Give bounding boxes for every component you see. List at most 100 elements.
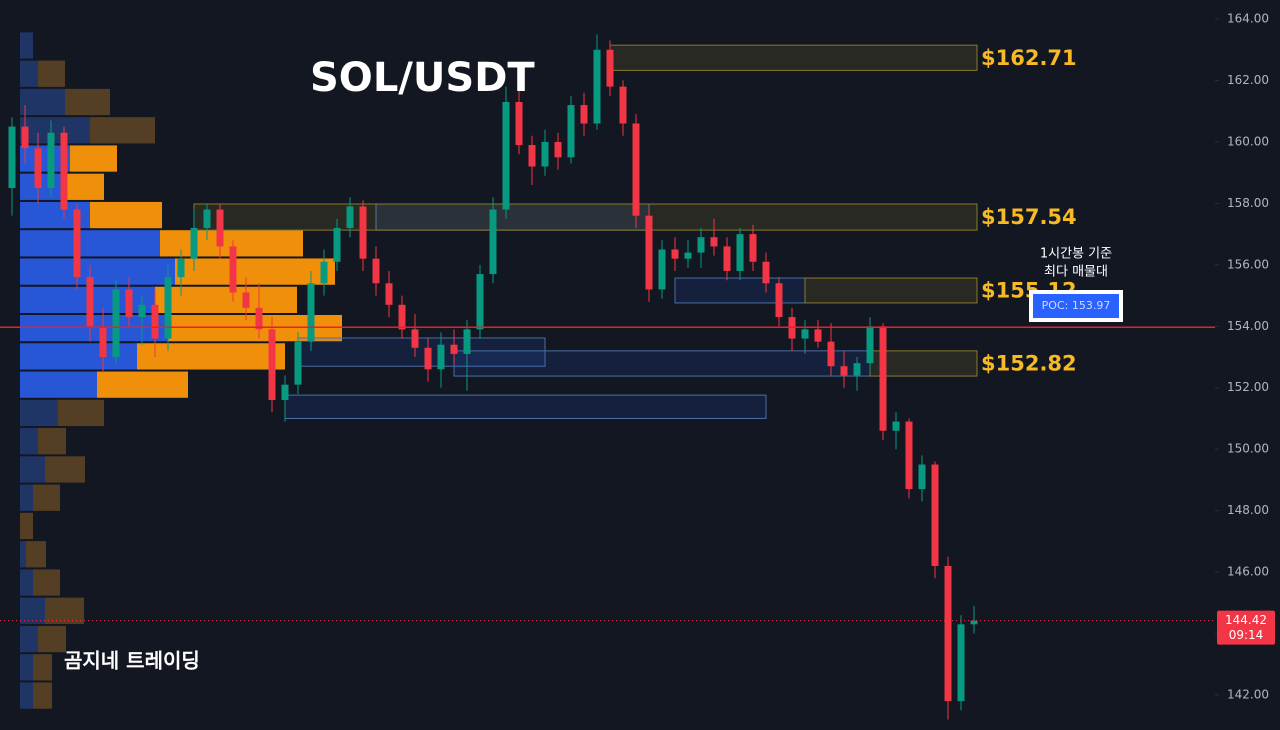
candle-body [411, 329, 419, 348]
candle-body [190, 227, 198, 259]
candle-body [164, 277, 172, 339]
candle-body [112, 289, 120, 358]
candle-body [697, 237, 705, 253]
y-tick-label: 160.00 [1227, 134, 1269, 148]
profile-buy [20, 484, 33, 511]
candle-body [918, 464, 926, 490]
y-tick-label: 162.00 [1227, 73, 1269, 87]
candle-body [515, 102, 523, 146]
profile-sell [33, 654, 52, 681]
poc-label: POC: 153.97 [1042, 299, 1111, 312]
y-tick-label: 164.00 [1227, 12, 1269, 26]
candle-body [684, 252, 692, 259]
candle-body [60, 132, 68, 210]
y-tick-label: 146.00 [1227, 565, 1269, 579]
candle-body [957, 624, 965, 702]
profile-sell [20, 512, 33, 540]
candle-body [814, 329, 822, 342]
watermark: 곰지네 트레이딩 [64, 649, 200, 673]
annotation: 최다 매물대 [1044, 265, 1108, 280]
candle-body [346, 206, 354, 228]
profile-sell [33, 569, 60, 596]
candle-body [138, 304, 146, 318]
y-tick-label: 158.00 [1227, 196, 1269, 210]
candle-body [632, 123, 640, 216]
profile-buy [20, 654, 33, 681]
blue-zone [284, 394, 767, 419]
profile-buy [20, 32, 33, 59]
candle-body [372, 258, 380, 284]
candle-body [268, 329, 276, 401]
candle-body [229, 246, 237, 293]
y-tick-label: 142.00 [1227, 687, 1269, 701]
candle-body [541, 141, 549, 167]
profile-sell [137, 343, 285, 370]
blue-zone [375, 203, 650, 231]
candle-body [645, 215, 653, 290]
poc-box [1033, 294, 1119, 318]
profile-buy [20, 173, 65, 200]
y-tick-label: 148.00 [1227, 503, 1269, 517]
profile-buy [20, 541, 26, 568]
candle-body [385, 283, 393, 305]
profile-sell [155, 286, 297, 313]
y-tick-label: 154.00 [1227, 319, 1269, 333]
profile-buy [20, 230, 160, 257]
zone-label: $157.54 [981, 205, 1077, 229]
candle-body [216, 209, 224, 247]
profile-buy [20, 625, 38, 653]
chart-title: SOL/USDT [310, 55, 535, 101]
candle-body [944, 565, 952, 702]
candle-body [450, 344, 458, 354]
candle-body [619, 86, 627, 124]
last-price-box [1217, 610, 1275, 645]
candle-body [567, 105, 575, 158]
profile-sell [65, 88, 110, 116]
candle-body [866, 326, 874, 364]
profile-buy [20, 117, 90, 144]
candle-body [281, 384, 289, 401]
profile-sell [38, 625, 66, 653]
candle-body [99, 326, 107, 358]
profile-sell [45, 597, 84, 624]
candle-body [47, 132, 55, 189]
supply-zone [609, 44, 978, 71]
candle-body [736, 234, 744, 271]
profile-sell [38, 60, 65, 87]
zone-label: $152.82 [981, 351, 1077, 375]
blue-zone [453, 350, 871, 377]
profile-buy [20, 258, 175, 285]
candle-body [827, 341, 835, 367]
candle-body [606, 49, 614, 87]
candle-body [970, 620, 978, 625]
profile-buy [20, 456, 45, 483]
profile-buy [20, 314, 168, 342]
candle-body [307, 283, 315, 342]
annotation: 1시간봉 기준 [1040, 247, 1112, 262]
candle-body [658, 249, 666, 290]
profile-sell [90, 201, 162, 229]
profile-sell [70, 145, 117, 172]
candle-body [125, 289, 133, 318]
candle-body [21, 126, 29, 149]
candle-body [840, 366, 848, 376]
candle-body [528, 145, 536, 167]
profile-buy [20, 371, 97, 398]
candle-body [255, 307, 263, 330]
supply-zone [193, 203, 978, 231]
candle-body [151, 304, 159, 339]
profile-sell [65, 173, 104, 200]
y-tick-label: 152.00 [1227, 380, 1269, 394]
candle-body [710, 237, 718, 247]
candle-body [8, 126, 16, 189]
candle-body [853, 363, 861, 376]
candle-body [905, 421, 913, 490]
supply-zone [804, 277, 978, 304]
candle-body [34, 148, 42, 189]
profile-sell [90, 117, 155, 144]
candle-body [489, 209, 497, 275]
blue-zone [674, 277, 806, 304]
profile-sell [45, 456, 85, 483]
y-tick-label: 150.00 [1227, 442, 1269, 456]
